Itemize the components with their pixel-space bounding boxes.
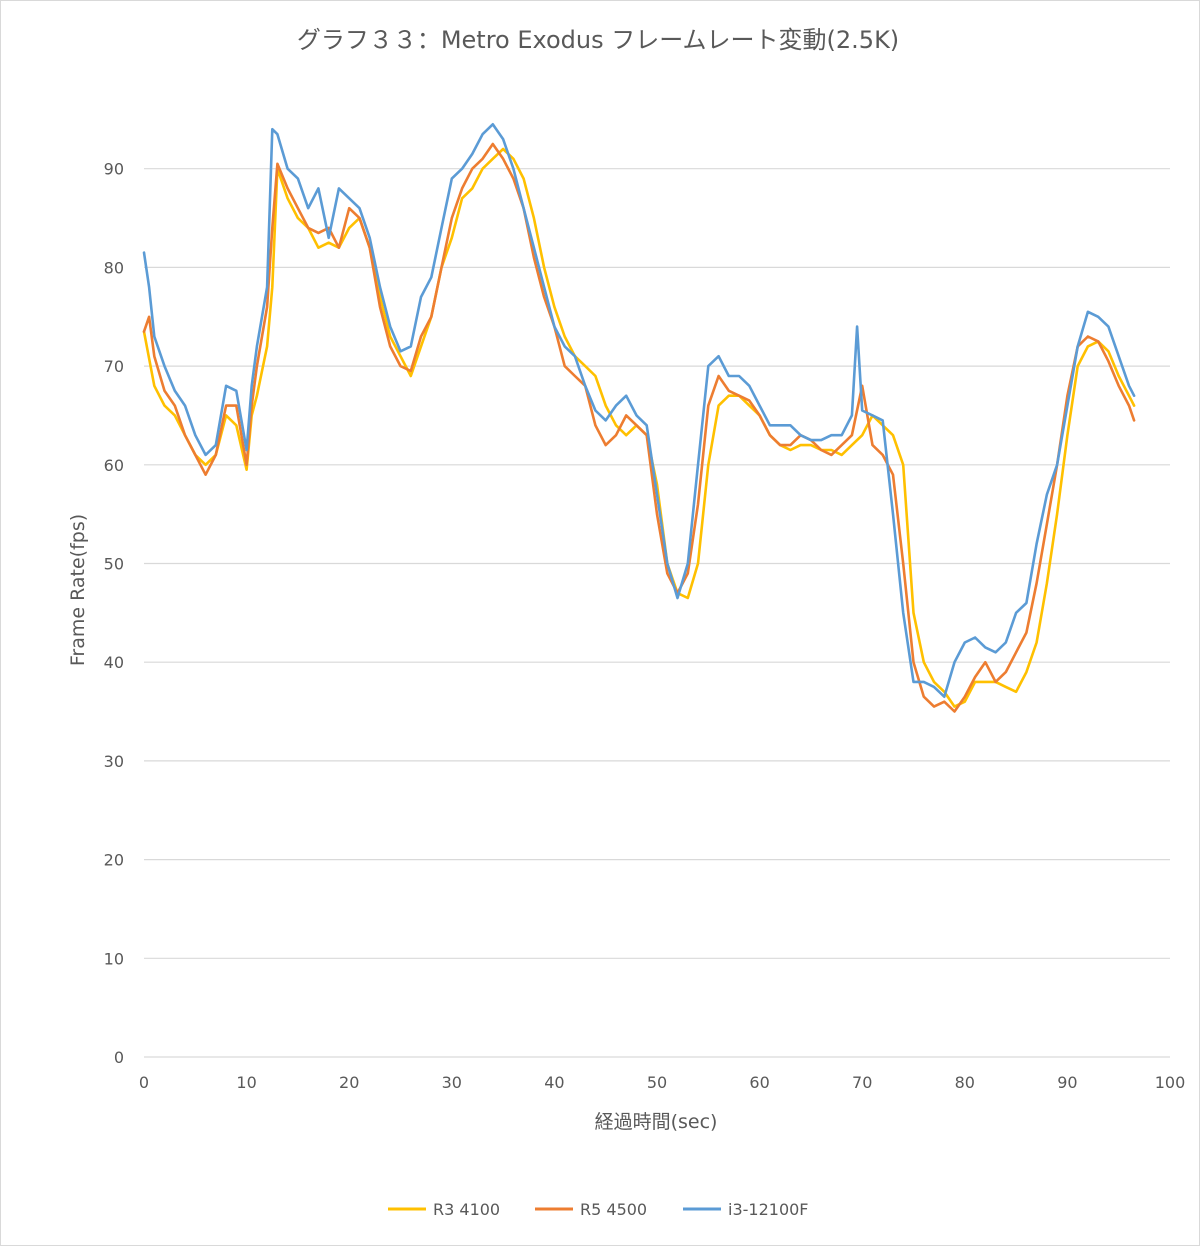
x-tick-label: 100 — [1155, 1073, 1186, 1092]
series-line-0 — [142, 147, 1136, 708]
y-tick-label: 20 — [104, 851, 124, 870]
x-tick-label: 80 — [955, 1073, 975, 1092]
x-axis-title: 経過時間(sec) — [595, 1111, 718, 1133]
x-tick-label: 40 — [544, 1073, 564, 1092]
y-tick-label: 80 — [104, 258, 124, 277]
y-tick-label: 40 — [104, 653, 124, 672]
x-tick-label: 50 — [647, 1073, 667, 1092]
series-line-2 — [142, 123, 1136, 698]
series-line-1 — [142, 142, 1136, 713]
legend-label: R3 4100 — [433, 1200, 500, 1219]
y-tick-label: 50 — [104, 555, 124, 574]
legend: R3 4100 R5 4500 i3-12100F — [388, 1200, 809, 1219]
x-tick-label: 70 — [852, 1073, 872, 1092]
y-tick-label: 30 — [104, 752, 124, 771]
y-tick-label: 60 — [104, 456, 124, 475]
x-axis-ticks: 0 10 20 30 40 50 60 70 80 90 100 — [139, 1073, 1185, 1092]
x-tick-label: 0 — [139, 1073, 149, 1092]
x-tick-label: 30 — [442, 1073, 462, 1092]
x-tick-label: 10 — [236, 1073, 256, 1092]
legend-label: i3-12100F — [728, 1200, 809, 1219]
y-axis-title: Frame Rate(fps) — [67, 514, 89, 666]
chart-title: グラフ３３：Metro Exodus フレームレート変動(2.5K) — [297, 26, 899, 54]
y-tick-label: 10 — [104, 949, 124, 968]
series-lines — [142, 123, 1136, 713]
y-tick-label: 90 — [104, 160, 124, 179]
x-tick-label: 60 — [749, 1073, 769, 1092]
y-tick-label: 70 — [104, 357, 124, 376]
gridlines — [144, 168, 1170, 1058]
legend-label: R5 4500 — [580, 1200, 647, 1219]
y-tick-label: 0 — [114, 1048, 124, 1067]
y-axis-ticks: 0 10 20 30 40 50 60 70 80 90 — [104, 160, 124, 1067]
x-tick-label: 20 — [339, 1073, 359, 1092]
x-tick-label: 90 — [1057, 1073, 1077, 1092]
